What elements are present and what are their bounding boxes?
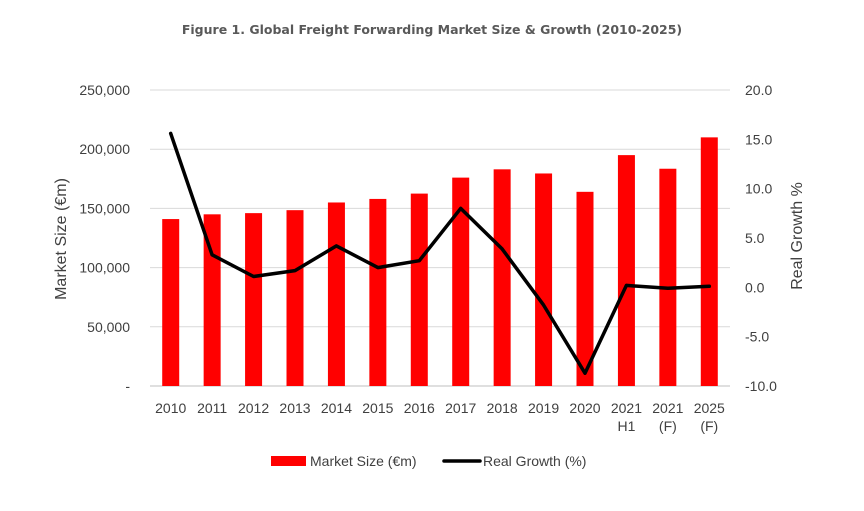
growth-point xyxy=(210,253,214,257)
growth-point xyxy=(293,269,297,273)
growth-point xyxy=(500,247,504,251)
line-series xyxy=(168,131,712,375)
bar xyxy=(617,155,635,386)
legend-swatch-market-size xyxy=(271,456,306,466)
bar xyxy=(659,168,677,386)
bar xyxy=(162,219,180,386)
bar xyxy=(535,173,553,386)
bar xyxy=(493,169,511,386)
y-tick-label: 150,000 xyxy=(79,200,130,216)
growth-point xyxy=(707,284,711,288)
y2-tick-label: 15.0 xyxy=(745,131,772,147)
y-tick-label: 100,000 xyxy=(79,260,130,276)
y2-axis-title: Real Growth % xyxy=(789,182,806,290)
chart-title: Figure 1. Global Freight Forwarding Mark… xyxy=(182,22,682,37)
y-axis-title: Market Size (€m) xyxy=(53,178,70,300)
x-tick-label: 2021 xyxy=(652,400,683,416)
bar xyxy=(286,210,304,386)
growth-point xyxy=(583,371,587,375)
x-tick-label: 2014 xyxy=(321,400,352,416)
x-tick-label: 2010 xyxy=(155,400,186,416)
x-tick-label: 2025 xyxy=(694,400,725,416)
bar-series xyxy=(162,137,718,386)
x-tick-label: 2011 xyxy=(197,400,227,416)
growth-point xyxy=(334,244,338,248)
bar xyxy=(410,193,428,386)
x-tick-label: (F) xyxy=(659,418,677,434)
bar xyxy=(452,177,470,386)
x-tick-label: 2017 xyxy=(445,400,476,416)
x-tick-label: (F) xyxy=(700,418,718,434)
right-axis-ticks: -10.0 -5.0 0.0 5.0 10.0 15.0 20.0 xyxy=(745,82,777,394)
x-axis-ticks: 2010 2011 2012 2013 2014 2015 2016 2017 2018 2019… xyxy=(155,400,725,434)
y2-tick-label: 10.0 xyxy=(745,181,772,197)
growth-point xyxy=(252,274,256,278)
growth-line xyxy=(168,131,712,375)
left-axis-ticks: - 50,000 100,000 150,000 200,000 250,000 xyxy=(79,82,130,394)
y2-tick-label: 20.0 xyxy=(745,82,772,98)
y-tick-label: 50,000 xyxy=(87,319,130,335)
x-tick-label: H1 xyxy=(617,418,635,434)
growth-point xyxy=(666,286,670,290)
y-tick-label: 250,000 xyxy=(79,82,130,98)
x-tick-label: 2021 xyxy=(611,400,642,416)
bar xyxy=(700,137,718,386)
y-tick-label: - xyxy=(125,378,130,394)
x-tick-label: 2015 xyxy=(362,400,393,416)
x-tick-label: 2019 xyxy=(528,400,559,416)
growth-point xyxy=(542,303,546,307)
x-tick-label: 2016 xyxy=(404,400,435,416)
growth-point xyxy=(169,131,173,135)
x-tick-label: 2018 xyxy=(487,400,518,416)
x-tick-label: 2012 xyxy=(238,400,269,416)
y2-tick-label: 5.0 xyxy=(745,230,765,246)
y2-tick-label: 0.0 xyxy=(745,279,765,295)
bar xyxy=(327,202,345,386)
y2-tick-label: -10.0 xyxy=(745,378,777,394)
legend: Market Size (€m) Real Growth (%) xyxy=(271,453,586,469)
legend-label-market-size: Market Size (€m) xyxy=(310,453,417,469)
x-tick-label: 2013 xyxy=(279,400,310,416)
growth-point xyxy=(376,266,380,270)
y-tick-label: 200,000 xyxy=(79,141,130,157)
bar xyxy=(369,198,387,386)
bar xyxy=(245,213,263,386)
growth-point xyxy=(459,206,463,210)
growth-point xyxy=(417,259,421,263)
gridlines xyxy=(150,89,730,387)
y2-tick-label: -5.0 xyxy=(745,329,769,345)
growth-point xyxy=(624,283,628,287)
legend-label-real-growth: Real Growth (%) xyxy=(483,453,586,469)
x-tick-label: 2020 xyxy=(569,400,600,416)
bar xyxy=(576,191,594,386)
